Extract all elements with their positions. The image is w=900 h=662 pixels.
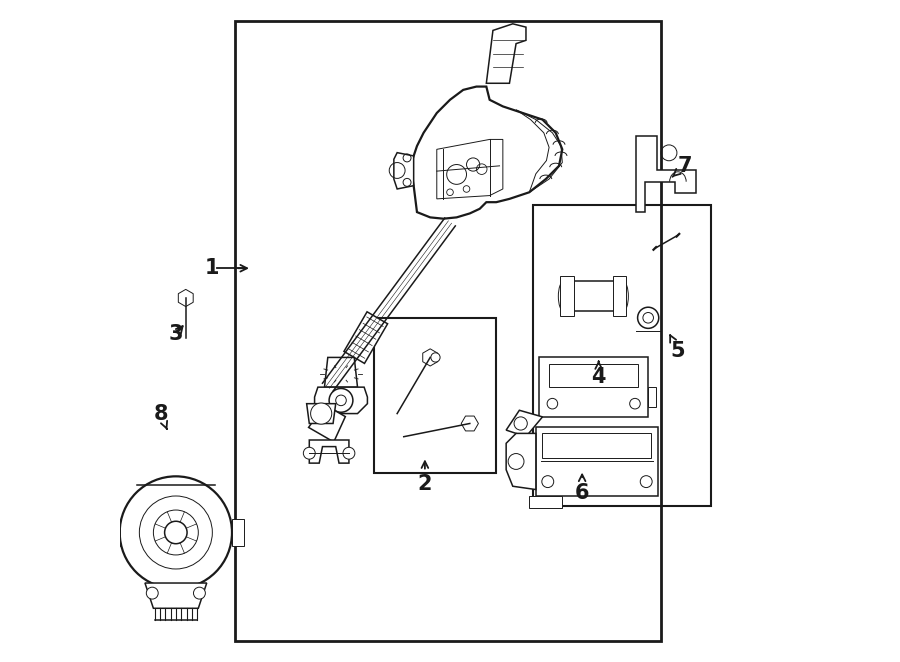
- Circle shape: [194, 587, 205, 599]
- Polygon shape: [394, 153, 414, 189]
- Polygon shape: [536, 427, 658, 496]
- Polygon shape: [178, 289, 194, 307]
- Bar: [533, 205, 711, 506]
- Polygon shape: [461, 416, 479, 431]
- Circle shape: [165, 521, 187, 544]
- Polygon shape: [232, 519, 244, 545]
- Text: 3: 3: [168, 324, 183, 344]
- Circle shape: [329, 389, 353, 412]
- Circle shape: [120, 477, 232, 589]
- Polygon shape: [145, 583, 207, 608]
- Polygon shape: [648, 387, 656, 407]
- Polygon shape: [423, 349, 437, 366]
- Polygon shape: [506, 410, 543, 437]
- Ellipse shape: [617, 281, 628, 311]
- Polygon shape: [344, 312, 388, 363]
- Polygon shape: [561, 276, 573, 316]
- Circle shape: [303, 448, 315, 459]
- Circle shape: [431, 353, 440, 362]
- Polygon shape: [325, 357, 357, 387]
- Text: 2: 2: [418, 461, 432, 495]
- Polygon shape: [309, 404, 346, 442]
- Polygon shape: [529, 496, 562, 508]
- Polygon shape: [563, 281, 623, 311]
- Circle shape: [147, 587, 158, 599]
- Bar: [374, 318, 496, 473]
- Bar: [235, 21, 662, 641]
- Circle shape: [310, 403, 332, 424]
- Polygon shape: [506, 434, 536, 489]
- Text: 1: 1: [205, 258, 220, 278]
- Polygon shape: [315, 387, 367, 414]
- Circle shape: [343, 448, 355, 459]
- Polygon shape: [636, 136, 696, 212]
- Polygon shape: [307, 404, 336, 424]
- Polygon shape: [486, 24, 526, 83]
- Polygon shape: [613, 276, 626, 316]
- Circle shape: [514, 417, 527, 430]
- Polygon shape: [539, 357, 648, 417]
- Ellipse shape: [558, 281, 569, 311]
- Text: 8: 8: [153, 404, 168, 429]
- Circle shape: [637, 307, 659, 328]
- Text: 6: 6: [575, 475, 590, 503]
- Text: 5: 5: [670, 335, 685, 361]
- Polygon shape: [108, 519, 120, 545]
- Circle shape: [508, 453, 524, 469]
- Polygon shape: [310, 440, 349, 463]
- Polygon shape: [410, 87, 562, 218]
- Text: 7: 7: [672, 156, 692, 177]
- Text: 4: 4: [591, 361, 606, 387]
